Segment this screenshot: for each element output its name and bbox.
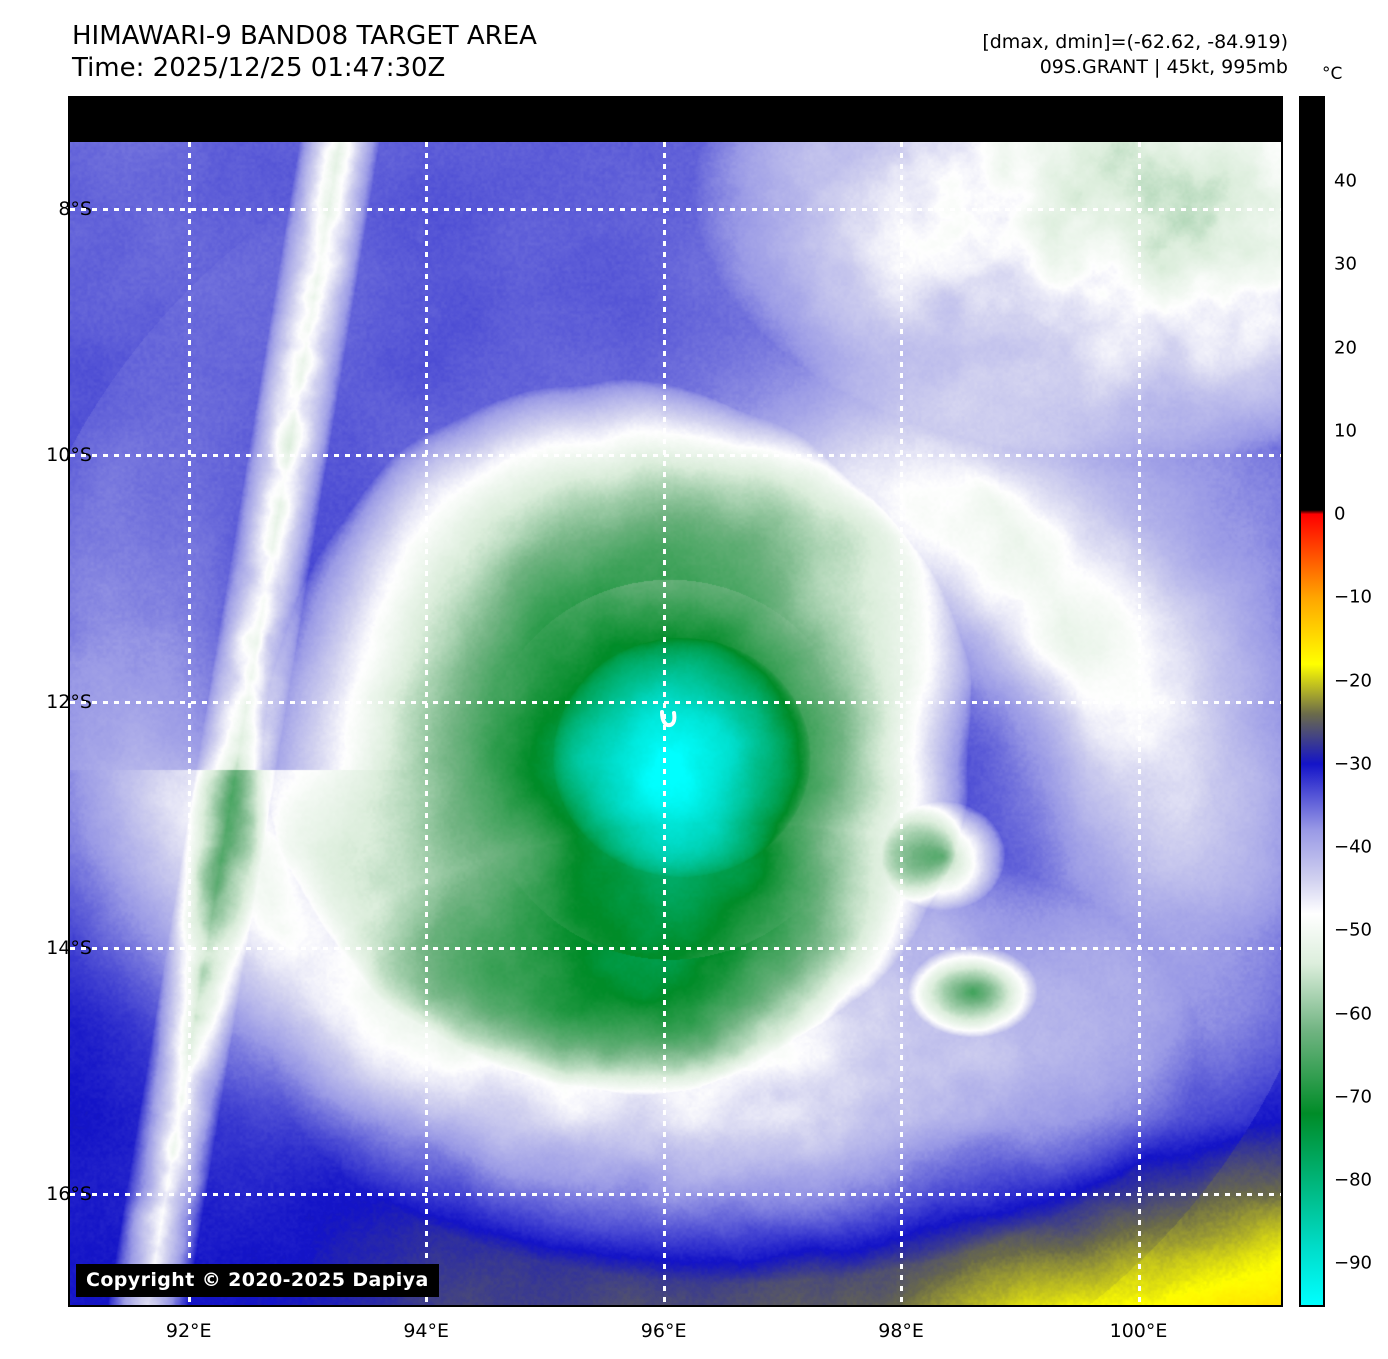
colorbar-tick-10: −60 — [1334, 1003, 1372, 1025]
lon-tick-0: 92°E — [165, 1320, 212, 1342]
colorbar-tick-1: 30 — [1334, 253, 1357, 275]
colorbar-tick-11: −70 — [1334, 1086, 1372, 1108]
colorbar-tick-0: 40 — [1334, 170, 1357, 192]
colorbar-tick-12: −80 — [1334, 1169, 1372, 1191]
colorbar-tick-3: 10 — [1334, 420, 1357, 442]
colorbar-gradient — [1301, 98, 1323, 1305]
colorbar — [1299, 96, 1325, 1307]
page-title: HIMAWARI-9 BAND08 TARGET AREA Time: 2025… — [72, 20, 537, 84]
colorbar-tick-7: −30 — [1334, 753, 1372, 775]
lat-tick-0: 8°S — [58, 197, 92, 220]
colorbar-tick-2: 20 — [1334, 337, 1357, 359]
lat-tick-4: 16°S — [46, 1183, 92, 1206]
lon-tick-1: 94°E — [403, 1320, 450, 1342]
lon-tick-3: 98°E — [878, 1320, 924, 1342]
satellite-image-panel[interactable]: Copyright © 2020-2025 Dapiya — [68, 96, 1283, 1307]
colorbar-tick-5: −10 — [1334, 586, 1372, 608]
lon-tick-2: 96°E — [640, 1320, 687, 1342]
no-data-band — [70, 98, 1281, 142]
metadata-block: [dmax, dmin]=(-62.62, -84.919) 09S.GRANT… — [982, 30, 1288, 80]
satellite-imagery-canvas — [70, 98, 1281, 1305]
dminmax-text: [dmax, dmin]=(-62.62, -84.919) — [982, 31, 1288, 53]
lat-tick-2: 12°S — [46, 690, 92, 713]
storm-info-text: 09S.GRANT | 45kt, 995mb — [1039, 56, 1288, 78]
colorbar-tick-13: −90 — [1334, 1252, 1372, 1274]
time-line: Time: 2025/12/25 01:47:30Z — [72, 53, 446, 83]
copyright-watermark: Copyright © 2020-2025 Dapiya — [76, 1264, 439, 1297]
lat-tick-3: 14°S — [46, 936, 92, 959]
storm-center-marker-icon — [659, 709, 676, 728]
colorbar-tick-4: 0 — [1334, 503, 1346, 525]
title-line: HIMAWARI-9 BAND08 TARGET AREA — [72, 21, 537, 51]
colorbar-tick-8: −40 — [1334, 836, 1372, 858]
colorbar-tick-6: −20 — [1334, 670, 1372, 692]
lat-tick-1: 10°S — [46, 444, 92, 467]
colorbar-tick-9: −50 — [1334, 919, 1372, 941]
lon-tick-4: 100°E — [1109, 1320, 1168, 1342]
colorbar-unit-label: °C — [1322, 64, 1343, 84]
